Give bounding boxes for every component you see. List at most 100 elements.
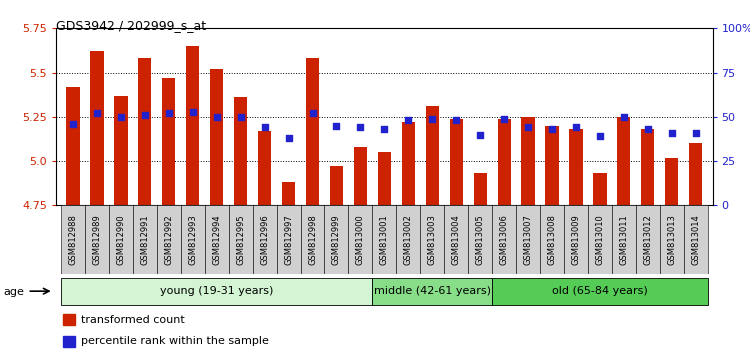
Bar bbox=[593, 173, 607, 205]
Bar bbox=[545, 126, 559, 205]
Text: age: age bbox=[4, 287, 25, 297]
Text: GSM812988: GSM812988 bbox=[68, 215, 77, 265]
Bar bbox=[229, 205, 253, 274]
Text: GSM813012: GSM813012 bbox=[644, 215, 652, 265]
Bar bbox=[426, 106, 439, 205]
Bar bbox=[636, 205, 660, 274]
Bar bbox=[325, 205, 349, 274]
Bar bbox=[521, 117, 535, 205]
Bar bbox=[444, 205, 468, 274]
Bar bbox=[61, 205, 85, 274]
Bar bbox=[63, 336, 74, 347]
Bar bbox=[588, 205, 612, 274]
Text: GSM812998: GSM812998 bbox=[308, 215, 317, 265]
Bar bbox=[205, 205, 229, 274]
Text: GSM813010: GSM813010 bbox=[596, 215, 604, 265]
Text: GSM812994: GSM812994 bbox=[212, 215, 221, 265]
Bar bbox=[497, 119, 511, 205]
Point bbox=[594, 133, 606, 139]
Text: GSM813014: GSM813014 bbox=[692, 215, 700, 265]
Text: GDS3942 / 202999_s_at: GDS3942 / 202999_s_at bbox=[56, 19, 206, 33]
Bar bbox=[109, 205, 133, 274]
Bar bbox=[660, 205, 684, 274]
Bar bbox=[61, 278, 373, 305]
Bar bbox=[181, 205, 205, 274]
Bar bbox=[253, 205, 277, 274]
Point bbox=[115, 114, 127, 120]
Bar bbox=[420, 205, 444, 274]
Bar bbox=[516, 205, 540, 274]
Text: GSM813004: GSM813004 bbox=[452, 215, 460, 265]
Bar bbox=[665, 158, 678, 205]
Point bbox=[67, 121, 79, 127]
Point bbox=[355, 125, 367, 130]
Bar bbox=[473, 173, 487, 205]
Bar bbox=[492, 205, 516, 274]
Text: transformed count: transformed count bbox=[81, 315, 185, 325]
Text: GSM812996: GSM812996 bbox=[260, 215, 269, 265]
Point bbox=[666, 130, 678, 136]
Text: GSM813013: GSM813013 bbox=[668, 215, 676, 265]
Bar bbox=[210, 69, 224, 205]
Bar bbox=[373, 278, 492, 305]
Bar bbox=[492, 278, 708, 305]
Text: GSM812997: GSM812997 bbox=[284, 215, 293, 265]
Text: GSM813000: GSM813000 bbox=[356, 215, 365, 265]
Bar bbox=[564, 205, 588, 274]
Text: middle (42-61 years): middle (42-61 years) bbox=[374, 286, 490, 296]
Text: GSM812990: GSM812990 bbox=[116, 215, 125, 265]
Text: GSM813009: GSM813009 bbox=[572, 215, 580, 265]
Point bbox=[498, 116, 510, 121]
Point bbox=[259, 125, 271, 130]
Point bbox=[450, 118, 462, 123]
Bar bbox=[641, 129, 655, 205]
Bar bbox=[138, 58, 152, 205]
Text: GSM813006: GSM813006 bbox=[500, 215, 508, 265]
Text: GSM812992: GSM812992 bbox=[164, 215, 173, 265]
Point bbox=[618, 114, 630, 120]
Point bbox=[642, 126, 654, 132]
Point bbox=[283, 135, 295, 141]
Bar bbox=[63, 314, 74, 325]
Bar bbox=[157, 205, 181, 274]
Bar bbox=[277, 205, 301, 274]
Bar bbox=[349, 205, 373, 274]
Bar bbox=[186, 46, 200, 205]
Bar bbox=[91, 51, 104, 205]
Text: young (19-31 years): young (19-31 years) bbox=[160, 286, 274, 296]
Text: old (65-84 years): old (65-84 years) bbox=[552, 286, 648, 296]
Point bbox=[570, 125, 582, 130]
Point bbox=[690, 130, 702, 136]
Point bbox=[139, 112, 151, 118]
Bar bbox=[612, 205, 636, 274]
Bar bbox=[85, 205, 109, 274]
Text: GSM813002: GSM813002 bbox=[404, 215, 412, 265]
Point bbox=[331, 123, 343, 129]
Point bbox=[91, 110, 103, 116]
Bar bbox=[354, 147, 367, 205]
Text: GSM812991: GSM812991 bbox=[140, 215, 149, 265]
Text: GSM813005: GSM813005 bbox=[476, 215, 484, 265]
Text: GSM812995: GSM812995 bbox=[236, 215, 245, 265]
Point bbox=[307, 110, 319, 116]
Bar bbox=[114, 96, 128, 205]
Text: GSM813011: GSM813011 bbox=[620, 215, 628, 265]
Text: GSM813001: GSM813001 bbox=[380, 215, 388, 265]
Text: GSM812989: GSM812989 bbox=[92, 215, 101, 265]
Point bbox=[522, 125, 534, 130]
Point bbox=[378, 126, 390, 132]
Point bbox=[211, 114, 223, 120]
Bar bbox=[258, 131, 272, 205]
Bar bbox=[373, 205, 396, 274]
Point bbox=[235, 114, 247, 120]
Bar bbox=[396, 205, 420, 274]
Text: GSM813008: GSM813008 bbox=[548, 215, 556, 265]
Bar bbox=[330, 166, 343, 205]
Text: percentile rank within the sample: percentile rank within the sample bbox=[81, 336, 269, 346]
Text: GSM813003: GSM813003 bbox=[427, 215, 436, 265]
Text: GSM813007: GSM813007 bbox=[524, 215, 532, 265]
Bar bbox=[617, 117, 631, 205]
Bar bbox=[282, 182, 296, 205]
Bar bbox=[133, 205, 157, 274]
Bar bbox=[468, 205, 492, 274]
